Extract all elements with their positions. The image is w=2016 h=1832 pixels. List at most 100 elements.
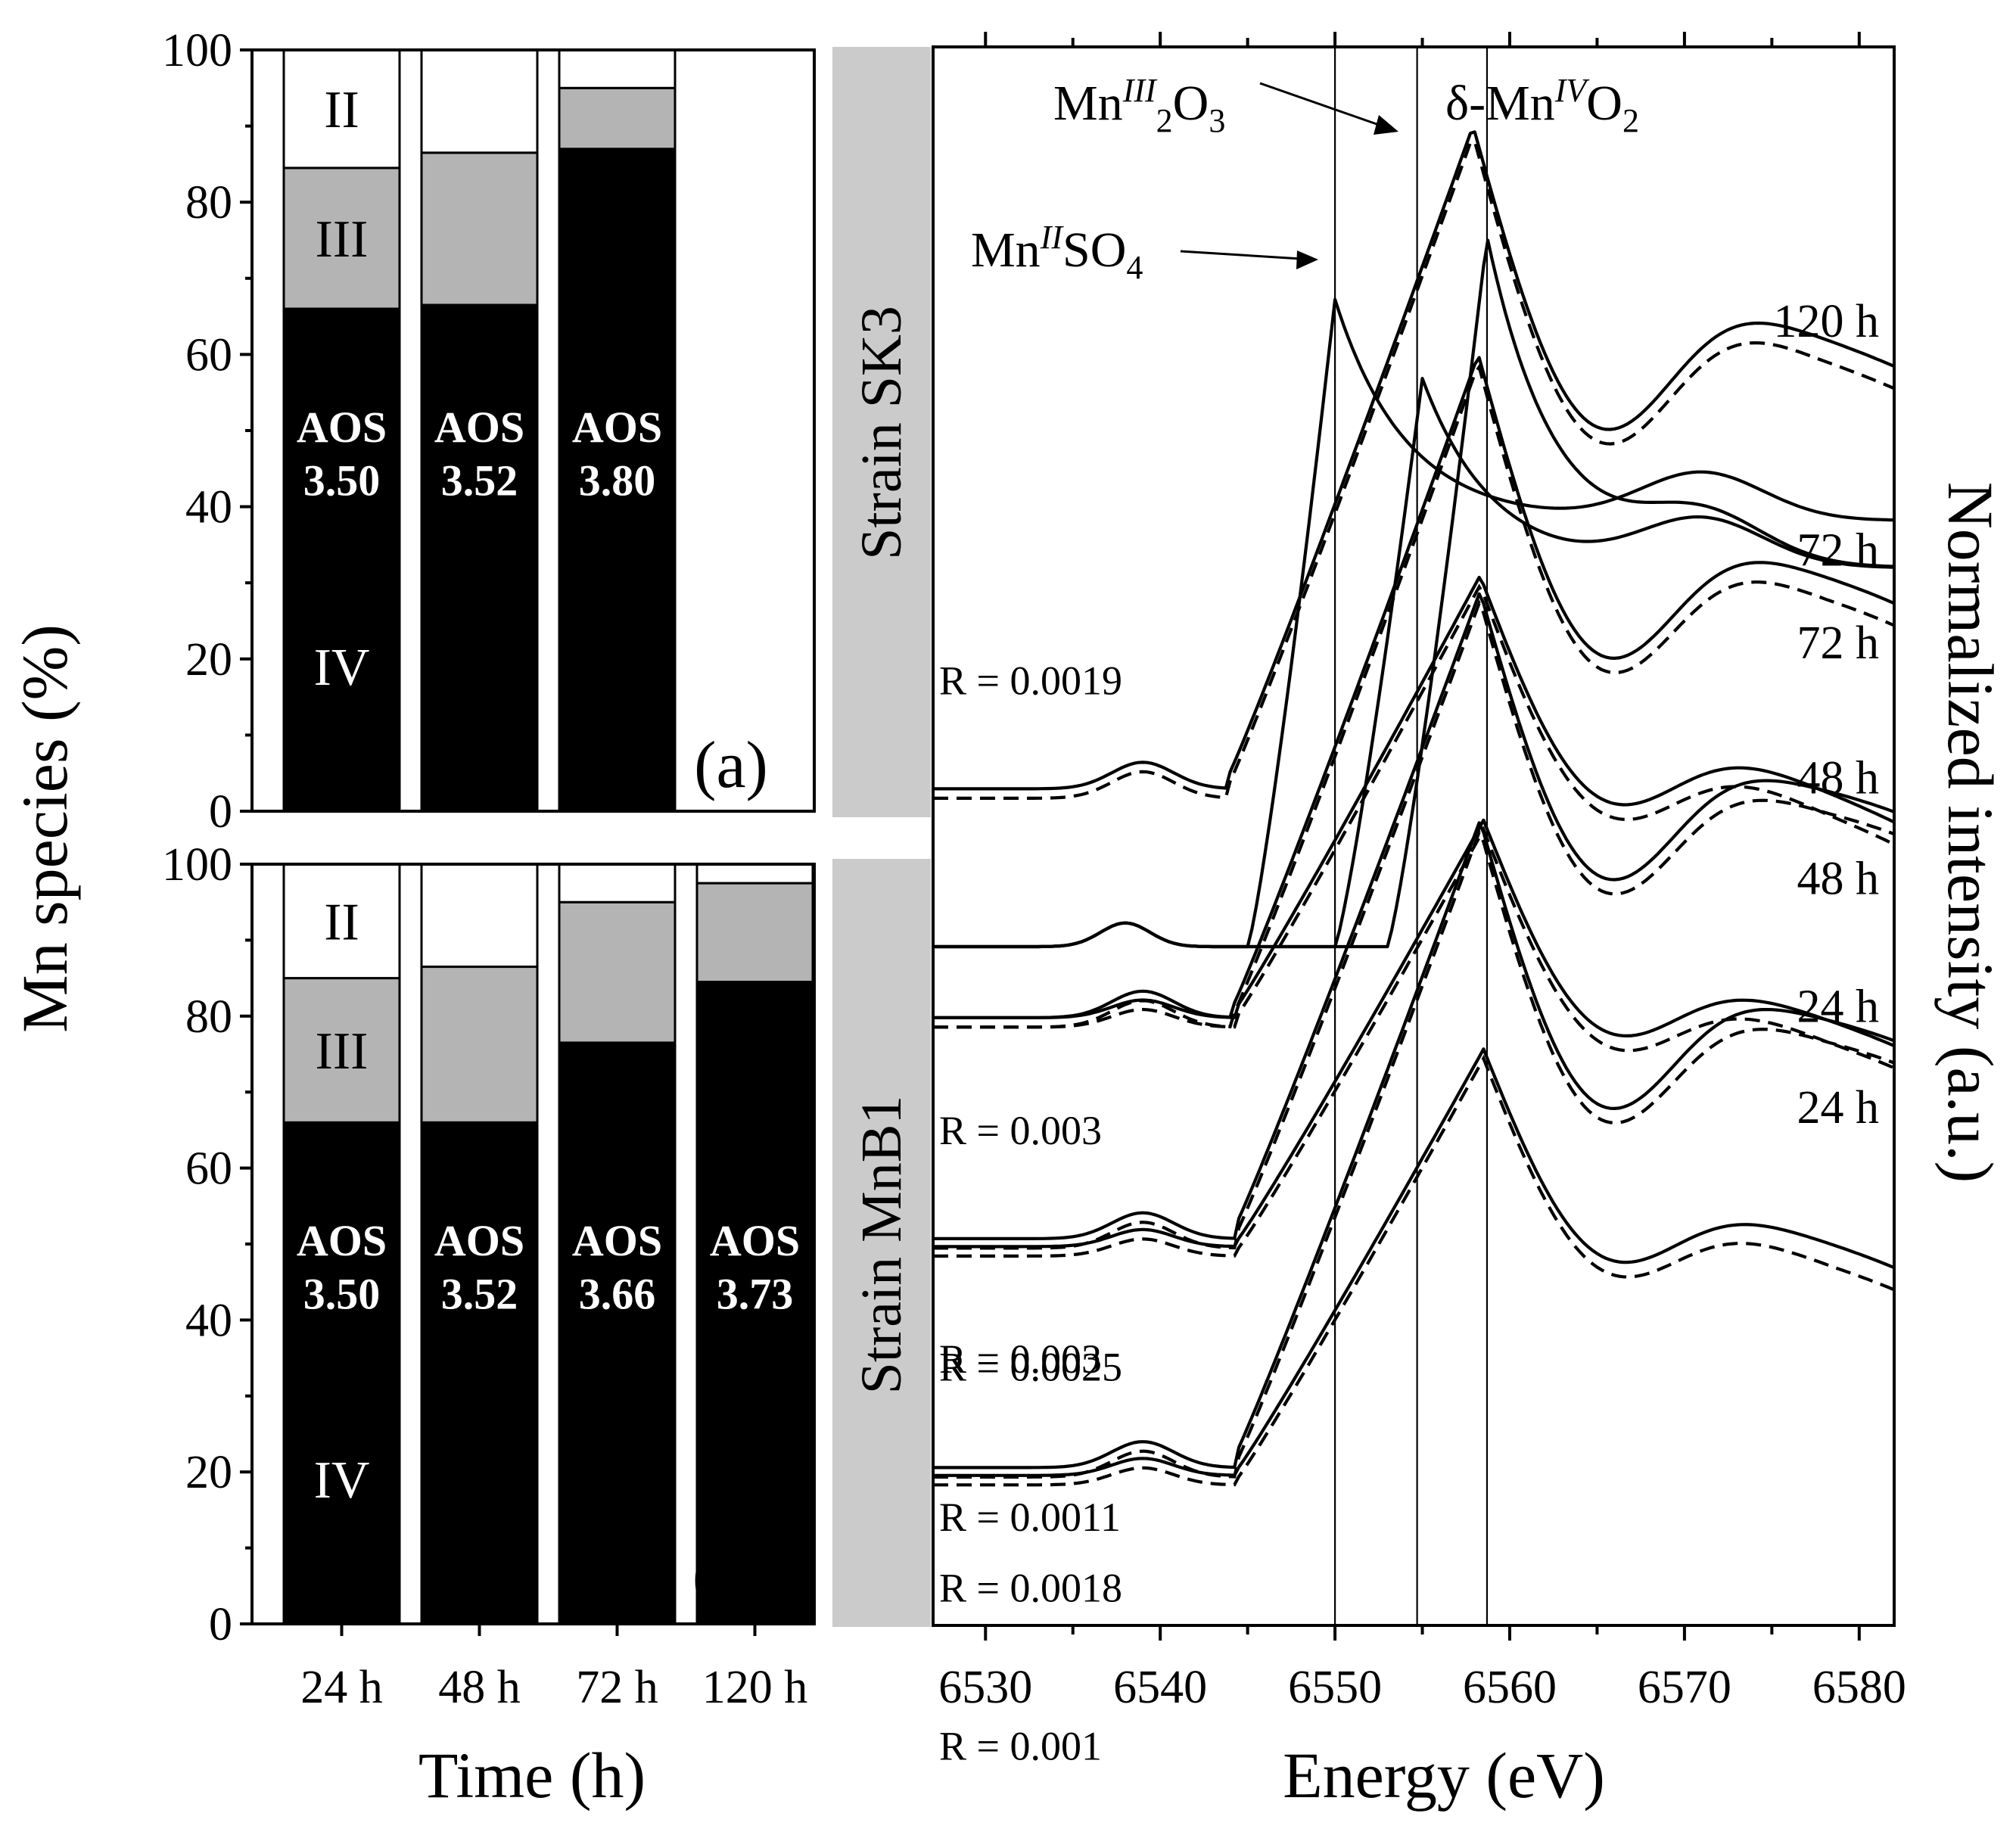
r-factor-label: R = 0.001 bbox=[939, 1723, 1102, 1768]
aos-label: AOS bbox=[572, 1216, 662, 1265]
xanes-panel: 72 h 48 h R = 0.0025 24 h R = 0.0018 R = 0.00… bbox=[932, 32, 1906, 1768]
reference-label-mno2: δ-MnIVO2 bbox=[1445, 72, 1639, 139]
time-label: 24 h bbox=[1797, 1082, 1880, 1134]
y-tick-label: 20 bbox=[185, 1447, 232, 1498]
time-label: 48 h bbox=[1797, 752, 1880, 804]
x-tick-label: 6580 bbox=[1812, 1662, 1906, 1713]
plot-frame bbox=[932, 45, 1896, 1627]
aos-value: 3.80 bbox=[579, 456, 656, 505]
strain-label-sk3: Strain SK3 bbox=[850, 306, 913, 560]
segment-label-ii: II bbox=[324, 893, 359, 951]
reference-label-mn2o3: MnIII2O3 bbox=[1053, 72, 1225, 139]
fit-line bbox=[933, 828, 1895, 1479]
time-label: 48 h bbox=[1797, 853, 1880, 904]
bar-iii-120h bbox=[695, 882, 814, 984]
bar-iv-24h bbox=[282, 307, 401, 813]
bar-x-axis-title: Time (h) bbox=[418, 1739, 646, 1812]
label-part: 3 bbox=[1209, 102, 1225, 139]
aos-label: AOS bbox=[297, 1216, 387, 1265]
aos-value: 3.66 bbox=[579, 1269, 656, 1318]
bar-iv-72h bbox=[558, 148, 677, 813]
r-factor-label: R = 0.0018 bbox=[939, 1566, 1122, 1611]
arrow-head-mn2o3 bbox=[1374, 115, 1398, 135]
arrow-head-mnso4 bbox=[1296, 250, 1318, 269]
aos-label: AOS bbox=[572, 403, 662, 452]
spectrum-line bbox=[933, 130, 1895, 791]
time-label: 72 h bbox=[1797, 617, 1880, 669]
aos-value: 3.52 bbox=[441, 1269, 518, 1318]
label-part: II bbox=[1040, 219, 1065, 256]
fit-line bbox=[933, 826, 1895, 1258]
bar-iii-24h bbox=[282, 977, 401, 1124]
fit-line bbox=[933, 599, 1895, 1250]
aos-label: AOS bbox=[710, 1216, 800, 1265]
label-part: Mn bbox=[1053, 76, 1123, 131]
time-label: 120 h bbox=[1774, 296, 1880, 347]
fit-line bbox=[933, 1054, 1895, 1487]
y-tick-label: 80 bbox=[185, 991, 232, 1043]
aos-label: AOS bbox=[297, 403, 387, 452]
fit-line bbox=[933, 362, 1895, 1029]
strain-band-sk3 bbox=[832, 47, 931, 817]
label-part: III bbox=[1122, 72, 1158, 109]
x-tick-label: 6540 bbox=[1113, 1662, 1207, 1713]
label-part: 2 bbox=[1156, 102, 1173, 139]
aos-label: AOS bbox=[434, 1216, 524, 1265]
aos-value: 3.50 bbox=[303, 1269, 381, 1318]
bar-ii-72h bbox=[558, 48, 677, 89]
label-part: 4 bbox=[1126, 249, 1143, 286]
spectra-x-axis-title: Energy (eV) bbox=[1283, 1739, 1605, 1812]
aos-value: 3.73 bbox=[717, 1269, 794, 1318]
y-tick-label: 60 bbox=[185, 329, 232, 381]
x-tick-label: 6570 bbox=[1638, 1662, 1731, 1713]
bar-iv-48h bbox=[420, 1121, 539, 1625]
bar-iv-24h bbox=[282, 1121, 401, 1625]
y-tick-label: 0 bbox=[209, 786, 232, 838]
bar-ii-48h bbox=[420, 48, 539, 154]
aos-value: 3.52 bbox=[441, 456, 518, 505]
y-tick-label: 40 bbox=[185, 482, 232, 533]
panel-label: (b) bbox=[692, 1538, 770, 1612]
category-tick-label: 72 h bbox=[576, 1662, 658, 1713]
strain-band-mnb1 bbox=[832, 859, 931, 1627]
strain-label-mnb1: Strain MnB1 bbox=[850, 1096, 913, 1395]
y-tick-label: 60 bbox=[185, 1143, 232, 1195]
spectrum-line bbox=[933, 1047, 1895, 1477]
bar-ii-72h bbox=[558, 863, 677, 904]
bar-iii-72h bbox=[558, 900, 677, 1044]
category-tick-label: 48 h bbox=[438, 1662, 521, 1713]
x-tick-label: 6530 bbox=[938, 1662, 1032, 1713]
arrow-mnso4 bbox=[1180, 250, 1314, 261]
y-tick-label: 100 bbox=[162, 25, 232, 76]
spectrum-line bbox=[933, 818, 1895, 1249]
segment-label-ii: II bbox=[324, 81, 359, 139]
arrow-mn2o3 bbox=[1259, 82, 1395, 132]
reference-spectrum-line bbox=[933, 238, 1895, 949]
y-tick-label: 20 bbox=[185, 634, 232, 686]
label-part: Mn bbox=[971, 222, 1041, 278]
bar-ii-24h bbox=[282, 863, 401, 980]
label-part: SO bbox=[1062, 222, 1126, 278]
label-part: 2 bbox=[1622, 102, 1639, 139]
bar-iii-48h bbox=[420, 151, 539, 306]
r-factor-label: R = 0.003 bbox=[939, 1108, 1102, 1153]
time-label: 72 h bbox=[1797, 524, 1880, 576]
segment-label-iii: III bbox=[316, 1022, 369, 1081]
r-factor-label: R = 0.0019 bbox=[939, 658, 1122, 703]
panel-label: (a) bbox=[694, 729, 768, 802]
category-tick-label: 120 h bbox=[702, 1662, 808, 1713]
x-tick-label: 6550 bbox=[1288, 1662, 1382, 1713]
y-tick-label: 40 bbox=[185, 1295, 232, 1346]
spectrum-line bbox=[933, 821, 1895, 1470]
bar-iv-72h bbox=[558, 1041, 677, 1625]
segment-label-iv: IV bbox=[314, 639, 370, 697]
spectrum-line bbox=[933, 592, 1895, 1240]
aos-label: AOS bbox=[434, 403, 524, 452]
bar-iv-120h bbox=[695, 981, 814, 1625]
segment-label-iv: IV bbox=[314, 1451, 370, 1510]
label-part: δ-Mn bbox=[1445, 76, 1555, 131]
y-tick-label: 100 bbox=[162, 839, 232, 891]
r-factor-label: R = 0.0025 bbox=[939, 1345, 1122, 1390]
bar-panel-a: AOS3.50AOS3.52AOS3.80IIIIIIV020406080100… bbox=[162, 25, 816, 838]
